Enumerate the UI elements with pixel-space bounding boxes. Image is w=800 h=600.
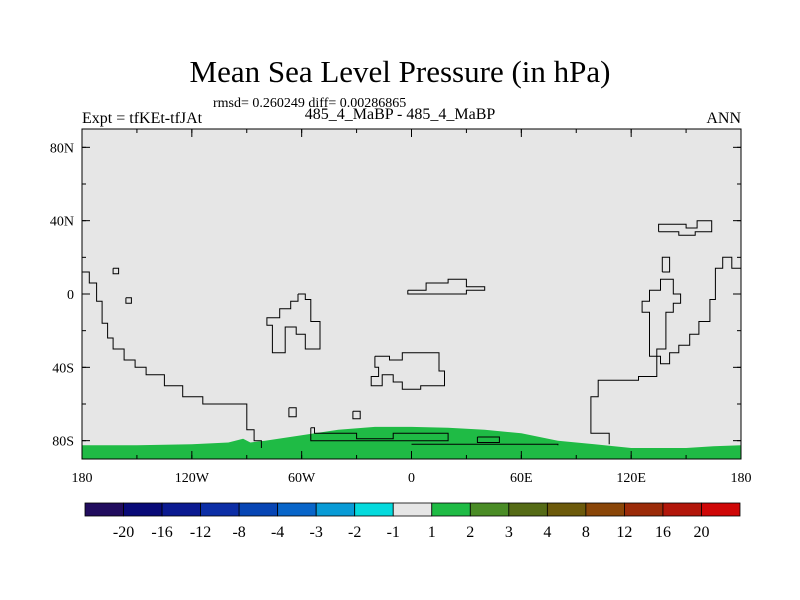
coastline	[112, 267, 120, 275]
x-tick-label: 180	[731, 471, 752, 486]
x-tick-label: 120W	[175, 471, 210, 486]
colorbar-swatch	[277, 502, 317, 517]
x-tick-label: 180	[72, 471, 93, 486]
coastline	[658, 220, 713, 236]
coastline	[266, 293, 321, 354]
coastline	[125, 297, 132, 304]
x-tick-label: 0	[408, 471, 415, 486]
coastline	[661, 256, 671, 273]
colorbar-swatch	[662, 502, 702, 517]
colorbar-swatch	[315, 502, 356, 517]
stats-text: rmsd= 0.260249 diff= 0.00286865	[213, 96, 407, 111]
colorbar-label: -16	[151, 524, 172, 541]
colorbar-label: -1	[387, 524, 400, 541]
experiment-label: Expt = tfKEt-tfJAt	[82, 110, 203, 127]
colorbar-swatch	[701, 502, 741, 517]
colorbar-swatch	[161, 502, 201, 517]
colorbar-label: 20	[693, 524, 709, 541]
coastline	[310, 427, 449, 442]
colorbar-label: -3	[310, 524, 323, 541]
colorbar-label: 1	[428, 524, 436, 541]
colorbar-swatch	[123, 502, 163, 517]
colorbar-label: -2	[348, 524, 361, 541]
y-tick-label: 40N	[50, 215, 74, 230]
coastline	[82, 271, 262, 448]
colorbar-label: 8	[582, 524, 590, 541]
y-tick-label: 0	[67, 288, 74, 303]
colorbar-swatch	[200, 502, 240, 517]
colorbar-label: 12	[616, 524, 632, 541]
colorbar-swatch	[84, 502, 124, 517]
chart-title: Mean Sea Level Pressure (in hPa)	[189, 54, 611, 89]
colorbar-label: 4	[543, 524, 551, 541]
colorbar-label: -4	[271, 524, 284, 541]
x-tick-label: 120E	[616, 471, 646, 486]
coastline	[476, 436, 500, 443]
colorbar-swatch	[624, 502, 664, 517]
y-tick-label: 80S	[52, 435, 74, 450]
colorbar-label: 3	[505, 524, 513, 541]
colorbar-swatch	[431, 502, 471, 517]
colorbar-swatch	[392, 502, 433, 517]
x-tick-label: 60W	[288, 471, 316, 486]
coastline	[407, 278, 486, 295]
coastline	[288, 407, 297, 418]
colorbar-swatch	[238, 502, 279, 517]
colorbar-label: -8	[232, 524, 245, 541]
colorbar-label: -20	[113, 524, 134, 541]
coastline	[411, 443, 559, 446]
chart-subtitle: 485_4_MaBP - 485_4_MaBP	[304, 106, 496, 123]
colorbar-swatch	[585, 502, 625, 517]
x-tick-label: 60E	[510, 471, 533, 486]
colorbar-label: 16	[655, 524, 671, 541]
season-label: ANN	[706, 110, 741, 127]
colorbar-label: -12	[190, 524, 211, 541]
y-tick-label: 80N	[50, 141, 74, 156]
coastline	[590, 256, 741, 445]
coastline	[370, 352, 445, 390]
coastline	[352, 410, 361, 420]
y-tick-label: 40S	[52, 361, 74, 376]
colorbar-swatch	[469, 502, 510, 517]
positive-anomaly-region	[82, 426, 741, 459]
colorbar-swatch	[508, 502, 548, 517]
colorbar-swatch	[546, 502, 587, 517]
colorbar-swatch	[354, 502, 394, 517]
colorbar-label: 2	[466, 524, 474, 541]
